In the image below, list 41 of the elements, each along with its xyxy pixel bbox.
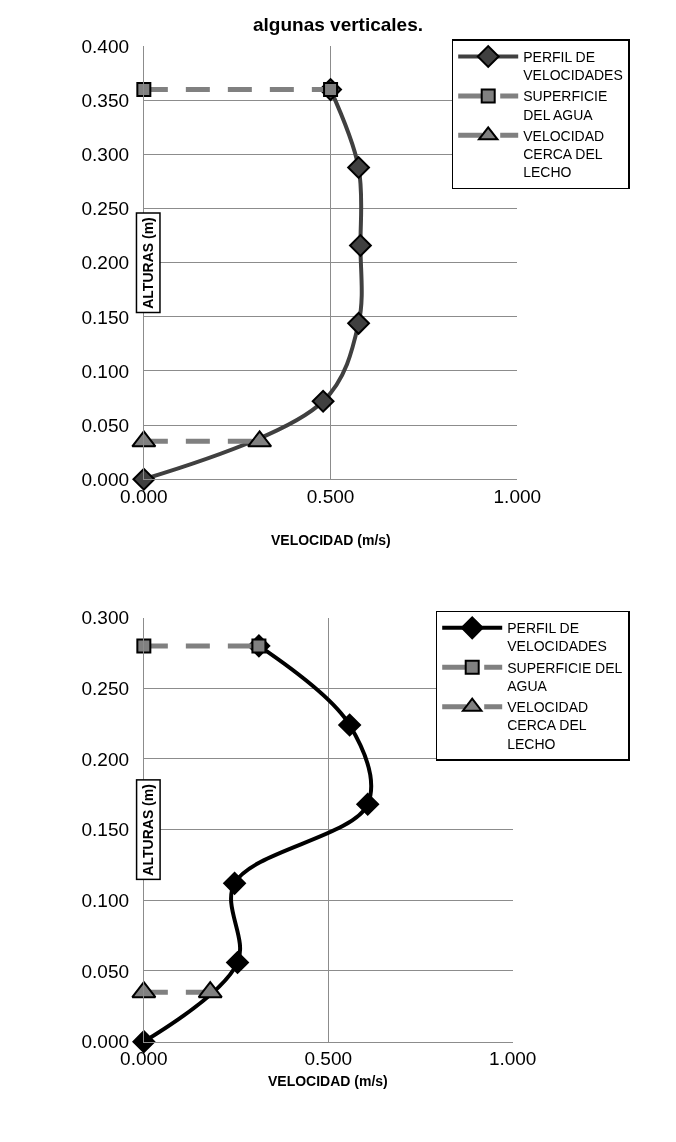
y-axis-title: ALTURAS (m) (140, 784, 157, 876)
point (311, 389, 335, 413)
x-tick-label: 0.500 (306, 486, 355, 508)
legend-label: PERFIL DE VELOCIDADES (507, 620, 607, 655)
y-axis-title: ALTURAS (m) (140, 217, 157, 309)
y-tick-label: 0.300 (81, 144, 130, 166)
y-tick-label: 0.200 (81, 748, 130, 770)
point (356, 792, 380, 816)
point (223, 871, 246, 895)
y-tick-label: 0.250 (81, 677, 130, 699)
x-tick-label: 1.000 (493, 486, 542, 508)
chart-title: algunas verticales. (253, 14, 424, 35)
y-tick-label: 0.250 (81, 198, 130, 220)
point (136, 82, 152, 98)
legend-label: SUPERFICIE DEL AGUA (523, 88, 608, 123)
y-tick-label: 0.350 (81, 90, 130, 112)
y-tick-label: 0.400 (81, 35, 130, 57)
legend-label: SUPERFICIE DEL AGUA (507, 659, 623, 694)
y-tick-label: 0.200 (81, 252, 130, 274)
point (338, 713, 362, 737)
x-axis-title: VELOCIDAD (m/s) (271, 532, 391, 548)
legend-label: PERFIL DE VELOCIDADES (523, 49, 623, 84)
y-tick-label: 0.050 (81, 414, 130, 436)
point (132, 467, 156, 491)
point (347, 156, 370, 179)
x-tick-label: 1.000 (488, 1048, 537, 1070)
legend-label: VELOCIDAD CERCA DEL LECHO (507, 699, 589, 752)
y-tick-label: 0.100 (81, 360, 130, 382)
point (132, 1030, 156, 1054)
y-tick-label: 0.100 (81, 889, 130, 911)
point (136, 638, 152, 654)
x-axis-title: VELOCIDAD (m/s) (268, 1073, 388, 1089)
x-tick-label: 0.500 (304, 1048, 353, 1070)
point (226, 951, 249, 974)
y-tick-label: 0.300 (81, 607, 130, 629)
point (347, 311, 370, 335)
y-tick-label: 0.050 (81, 960, 130, 982)
y-tick-label: 0.150 (81, 306, 130, 328)
y-tick-label: 0.150 (81, 819, 130, 841)
legend-label: VELOCIDAD CERCA DEL LECHO (523, 127, 605, 181)
point (349, 234, 372, 257)
